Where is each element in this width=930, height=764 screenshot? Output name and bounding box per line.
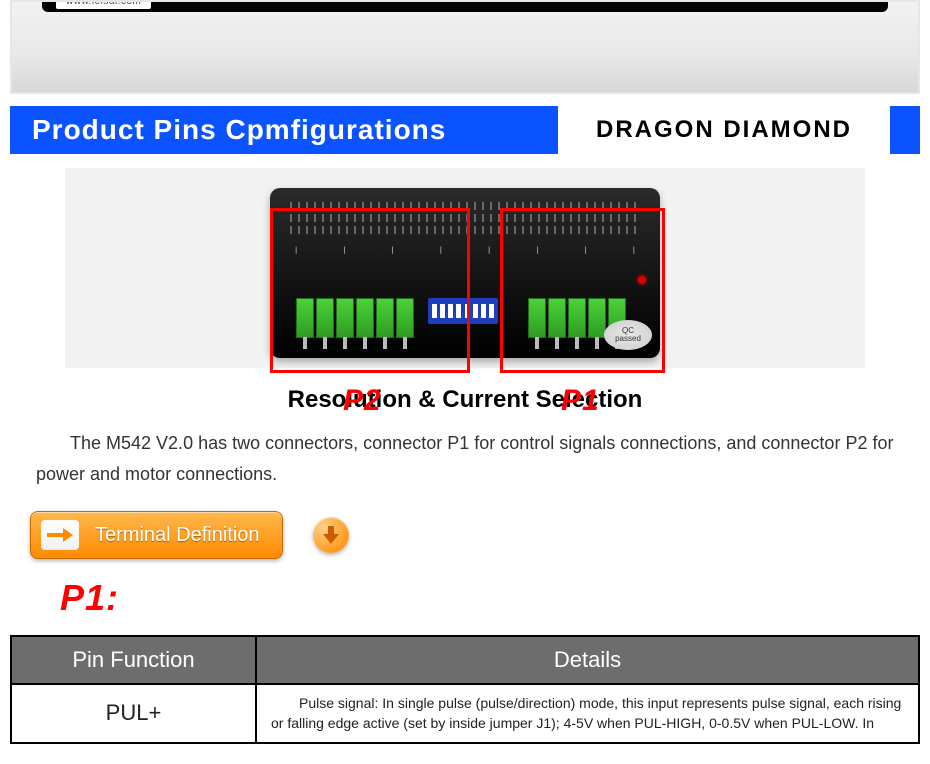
pin-fn: PUL+ [11,684,256,743]
hero-device [42,0,888,12]
scroll-down-icon[interactable] [313,517,349,553]
section-tail [890,106,920,154]
col-details: Details [256,636,919,684]
hero-banner: www.leisai.com [10,0,920,94]
pin-diagram: |||||||| QC passed P2 P1 [65,168,865,368]
pin-table: Pin Function Details PUL+ Pulse signal: … [10,635,920,744]
col-pin-function: Pin Function [11,636,256,684]
terminal-definition-label: Terminal Definition [95,524,260,547]
label-p1: P1 [561,384,600,418]
p1-heading: P1: [60,577,930,619]
resolution-desc: The M542 V2.0 has two connectors, connec… [0,428,930,489]
table-row: PUL+ Pulse signal: In single pulse (puls… [11,684,919,743]
resolution-title: Resolution & Current Selection [0,386,930,414]
section-bar: Product Pins Cpmfigurations DRAGON DIAMO… [10,106,920,154]
arrow-right-icon [41,520,79,550]
pin-det: Pulse signal: In single pulse (pulse/dir… [256,684,919,743]
terminal-definition-button[interactable]: Terminal Definition [30,511,283,559]
brand-name: DRAGON DIAMOND [558,106,890,154]
terminal-def-row: Terminal Definition [30,511,930,559]
label-p2: P2 [343,384,382,418]
hero-url: www.leisai.com [56,0,151,9]
section-title: Product Pins Cpmfigurations [10,106,558,154]
highlight-p1 [500,208,665,373]
highlight-p2 [270,208,470,373]
